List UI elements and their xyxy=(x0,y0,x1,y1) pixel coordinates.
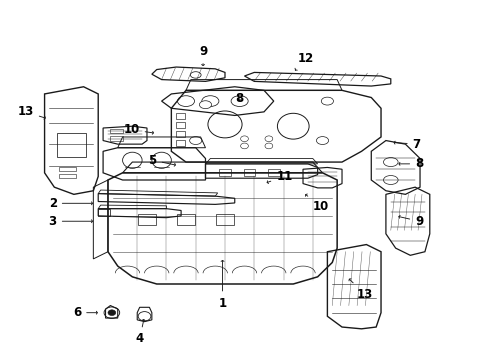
Ellipse shape xyxy=(189,136,202,144)
Bar xyxy=(176,131,184,137)
Text: 12: 12 xyxy=(294,52,313,70)
Text: 13: 13 xyxy=(348,279,372,301)
Text: 10: 10 xyxy=(123,123,153,136)
Text: 8: 8 xyxy=(235,92,243,105)
Text: 13: 13 xyxy=(18,105,45,119)
Ellipse shape xyxy=(277,113,308,139)
Text: 8: 8 xyxy=(398,157,423,170)
FancyBboxPatch shape xyxy=(216,214,233,225)
Bar xyxy=(243,168,255,176)
Ellipse shape xyxy=(202,96,219,107)
Bar xyxy=(267,168,279,176)
Circle shape xyxy=(108,310,116,316)
Bar xyxy=(59,174,76,178)
Text: 9: 9 xyxy=(199,45,207,66)
Ellipse shape xyxy=(383,176,397,184)
Bar xyxy=(219,168,230,176)
Circle shape xyxy=(264,136,272,141)
Text: 3: 3 xyxy=(48,215,92,228)
Text: 9: 9 xyxy=(398,215,423,228)
Circle shape xyxy=(138,312,151,321)
Ellipse shape xyxy=(152,152,171,168)
Text: 7: 7 xyxy=(393,138,420,150)
Text: 11: 11 xyxy=(266,170,292,184)
Ellipse shape xyxy=(231,96,247,107)
Ellipse shape xyxy=(207,111,242,138)
Text: 2: 2 xyxy=(48,197,92,210)
Circle shape xyxy=(240,136,248,141)
Bar xyxy=(176,113,184,119)
Ellipse shape xyxy=(383,158,397,167)
Bar xyxy=(110,129,122,134)
Text: 10: 10 xyxy=(305,194,328,213)
Text: 4: 4 xyxy=(135,320,145,345)
Bar xyxy=(59,167,76,171)
Ellipse shape xyxy=(316,136,328,144)
Text: 1: 1 xyxy=(218,260,226,310)
Bar xyxy=(176,140,184,146)
FancyBboxPatch shape xyxy=(177,214,194,225)
Bar xyxy=(98,209,110,216)
Ellipse shape xyxy=(321,97,333,105)
Bar xyxy=(176,122,184,128)
Ellipse shape xyxy=(199,101,211,109)
Text: 6: 6 xyxy=(73,306,97,319)
Circle shape xyxy=(104,307,120,319)
Ellipse shape xyxy=(190,72,201,78)
Circle shape xyxy=(240,143,248,149)
Bar xyxy=(110,136,122,140)
Ellipse shape xyxy=(177,96,194,107)
Circle shape xyxy=(264,143,272,149)
Ellipse shape xyxy=(122,152,142,168)
Text: 5: 5 xyxy=(148,154,175,167)
FancyBboxPatch shape xyxy=(138,214,156,225)
Bar xyxy=(57,134,86,157)
